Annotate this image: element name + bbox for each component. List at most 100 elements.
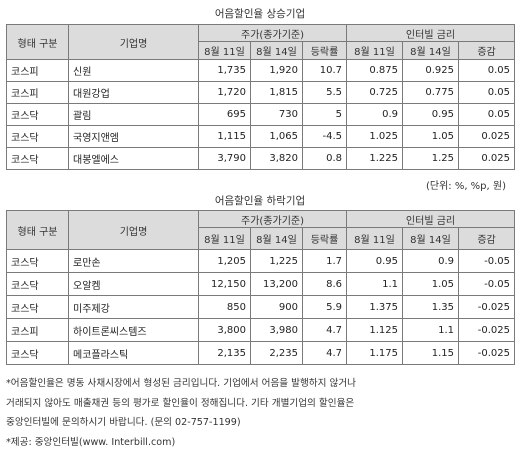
- cell-increase: 0.025: [458, 147, 516, 170]
- cell-rate-d1: 1.175: [346, 341, 404, 365]
- cell-rate-d2: 0.9: [402, 249, 460, 273]
- cell-company: 신원: [68, 59, 199, 82]
- cell-price-d1: 12,150: [198, 272, 251, 296]
- cell-rate-d2: 1.05: [402, 125, 460, 148]
- cell-price-d1: 1,205: [198, 249, 251, 273]
- cell-change: 1.7: [301, 249, 348, 273]
- cell-price-d1: 1,720: [198, 81, 251, 104]
- cell-increase: 0.025: [458, 125, 516, 148]
- cell-increase: -0.05: [458, 272, 516, 296]
- header-price-d1: 8월 11일: [198, 227, 251, 250]
- fall-table-title: 어음할인율 하락기업: [214, 195, 306, 207]
- cell-company: 하이트론씨스템즈: [68, 318, 199, 342]
- table-row: 코스피 신원 1,735 1,920 10.7 0.875 0.925 0.05: [6, 59, 516, 82]
- cell-company: 미주제강: [68, 295, 199, 319]
- cell-rate-d1: 0.875: [346, 59, 404, 82]
- cell-change: 5.5: [301, 81, 348, 104]
- cell-rate-d1: 0.725: [346, 81, 404, 104]
- header-rate-group: 인터빌 금리: [346, 24, 516, 42]
- cell-company: 메코플라스틱: [68, 341, 199, 365]
- table-row: 코스닥 미주제강 850 900 5.9 1.375 1.35 -0.025: [6, 295, 516, 319]
- cell-rate-d1: 0.9: [346, 103, 404, 126]
- table-row: 코스닥 오알켐 12,150 13,200 8.6 1.1 1.05 -0.05: [6, 272, 516, 296]
- cell-company: 대원강업: [68, 81, 199, 104]
- cell-price-d1: 695: [198, 103, 251, 126]
- header-rate-d2: 8월 14일: [402, 227, 460, 250]
- header-change: 등락률: [301, 227, 348, 250]
- cell-rate-d2: 0.775: [402, 81, 460, 104]
- cell-rate-d1: 1.025: [346, 125, 404, 148]
- cell-price-d2: 900: [250, 295, 303, 319]
- cell-rate-d2: 0.95: [402, 103, 460, 126]
- header-price-d2: 8월 14일: [250, 41, 303, 60]
- cell-change: 5.9: [301, 295, 348, 319]
- cell-type: 코스닥: [6, 249, 69, 273]
- unit-note: (단위: %, %p, 원): [425, 181, 506, 192]
- cell-price-d2: 13,200: [250, 272, 303, 296]
- cell-rate-d2: 1.05: [402, 272, 460, 296]
- header-company: 기업명: [68, 24, 199, 60]
- table-row: 코스피 대원강업 1,720 1,815 5.5 0.725 0.775 0.05: [6, 81, 516, 104]
- cell-price-d1: 850: [198, 295, 251, 319]
- cell-price-d2: 1,920: [250, 59, 303, 82]
- cell-increase: -0.025: [458, 341, 516, 365]
- cell-type: 코스닥: [6, 272, 69, 296]
- cell-price-d2: 1,815: [250, 81, 303, 104]
- cell-rate-d1: 1.1: [346, 272, 404, 296]
- fall-table-body: 코스닥 로만손 1,205 1,225 1.7 0.95 0.9 -0.05 코스닥 오알켐 12,…: [6, 249, 516, 365]
- cell-change: 5: [301, 103, 348, 126]
- table-row: 코스닥 대봉엘에스 3,790 3,820 0.8 1.225 1.25 0.025: [6, 147, 516, 170]
- table-row: 코스닥 메코플라스틱 2,135 2,235 4.7 1.175 1.15 -0.025: [6, 341, 516, 365]
- cell-change: -4.5: [301, 125, 348, 148]
- rise-table: 형태 구분 기업명 주가(종가기준) 인터빌 금리 8월 11일 8월 14일 …: [6, 24, 516, 170]
- cell-price-d2: 3,820: [250, 147, 303, 170]
- table-row: 코스피 하이트론씨스템즈 3,800 3,980 4.7 1.125 1.1 -0.025: [6, 318, 516, 342]
- cell-increase: 0.05: [458, 103, 516, 126]
- footnote-source: *제공: 중앙인터빌(www. Interbill.com): [6, 436, 176, 448]
- rise-table-title: 어음할인율 상승기업: [214, 8, 306, 20]
- header-increase: 증감: [458, 41, 516, 60]
- cell-company: 괄림: [68, 103, 199, 126]
- header-company: 기업명: [68, 210, 199, 250]
- table-row: 코스닥 로만손 1,205 1,225 1.7 0.95 0.9 -0.05: [6, 249, 516, 273]
- cell-price-d2: 3,980: [250, 318, 303, 342]
- cell-rate-d2: 1.15: [402, 341, 460, 365]
- header-change: 등락률: [301, 41, 348, 60]
- cell-price-d1: 1,735: [198, 59, 251, 82]
- footnotes: *어음할인율은 명동 사채시장에서 형성된 금리입니다. 기업에서 어음을 발행…: [6, 374, 514, 452]
- header-type: 형태 구분: [6, 210, 69, 250]
- cell-company: 로만손: [68, 249, 199, 273]
- cell-rate-d1: 1.375: [346, 295, 404, 319]
- footnote-line: 중앙인터빌에 문의하시기 바랍니다. (문의 02-757-1199): [6, 417, 241, 428]
- cell-type: 코스닥: [6, 125, 69, 148]
- header-rate-group: 인터빌 금리: [346, 210, 516, 228]
- cell-rate-d2: 1.35: [402, 295, 460, 319]
- rise-table-body: 코스피 신원 1,735 1,920 10.7 0.875 0.925 0.05 코스피 대원강업…: [6, 59, 516, 170]
- cell-change: 8.6: [301, 272, 348, 296]
- cell-rate-d2: 1.25: [402, 147, 460, 170]
- cell-type: 코스피: [6, 81, 69, 104]
- header-price-d1: 8월 11일: [198, 41, 251, 60]
- cell-type: 코스닥: [6, 295, 69, 319]
- cell-change: 0.8: [301, 147, 348, 170]
- cell-price-d1: 2,135: [198, 341, 251, 365]
- header-rate-d1: 8월 11일: [346, 227, 404, 250]
- cell-type: 코스피: [6, 318, 69, 342]
- cell-company: 오알켐: [68, 272, 199, 296]
- cell-increase: -0.05: [458, 249, 516, 273]
- footnote-line: 거래되지 않아도 매출채권 등의 평가로 할인율이 정해집니다. 기타 개별기업…: [6, 397, 355, 409]
- table-row: 코스닥 괄림 695 730 5 0.9 0.95 0.05: [6, 103, 516, 126]
- cell-increase: -0.025: [458, 318, 516, 342]
- header-rate-d2: 8월 14일: [402, 41, 460, 60]
- fall-table: 형태 구분 기업명 주가(종가기준) 인터빌 금리 8월 11일 8월 14일 …: [6, 210, 516, 365]
- cell-increase: 0.05: [458, 59, 516, 82]
- header-type: 형태 구분: [6, 24, 69, 60]
- cell-price-d1: 1,115: [198, 125, 251, 148]
- cell-rate-d1: 1.225: [346, 147, 404, 170]
- cell-price-d2: 730: [250, 103, 303, 126]
- cell-change: 10.7: [301, 59, 348, 82]
- cell-company: 국영지앤엠: [68, 125, 199, 148]
- cell-price-d2: 1,225: [250, 249, 303, 273]
- table-row: 코스닥 국영지앤엠 1,115 1,065 -4.5 1.025 1.05 0.025: [6, 125, 516, 148]
